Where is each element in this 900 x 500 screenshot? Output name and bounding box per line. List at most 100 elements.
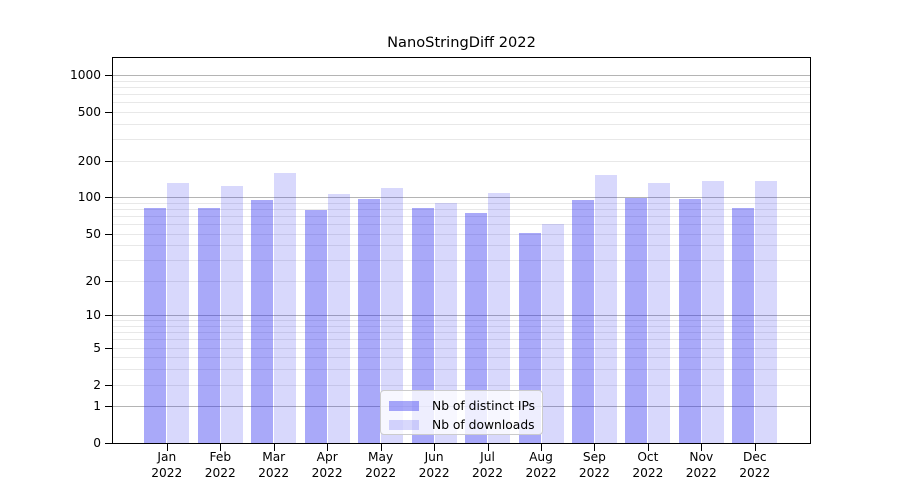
bar-downloads: [755, 181, 778, 443]
gridline: [113, 369, 810, 371]
gridline: [113, 260, 810, 262]
y-tick-label: 100: [77, 190, 101, 205]
bar-distinct-ips: [304, 210, 327, 443]
bar-downloads: [167, 183, 190, 443]
bar-distinct-ips: [197, 207, 220, 443]
x-tick-label: Sep 2022: [578, 450, 610, 480]
legend-label-distinct-ips: Nb of distinct IPs: [432, 398, 536, 413]
gridline: [113, 339, 810, 341]
x-tick-mark: [380, 444, 382, 451]
bar-distinct-ips: [625, 198, 648, 443]
y-tick-label: 50: [85, 226, 101, 241]
x-tick-label: May 2022: [365, 450, 397, 480]
gridline: [113, 215, 810, 217]
y-tick-label: 500: [77, 104, 101, 119]
bar-downloads: [701, 181, 724, 443]
gridline: [113, 208, 810, 210]
x-tick-mark: [327, 444, 329, 451]
x-tick-mark: [647, 444, 649, 451]
x-tick-label: Nov 2022: [685, 450, 717, 480]
x-tick-label: Apr 2022: [311, 450, 343, 480]
y-tick-label: 2: [93, 377, 101, 392]
x-tick-label: Feb 2022: [204, 450, 236, 480]
gridline: [113, 123, 810, 125]
bar-distinct-ips: [678, 198, 701, 443]
gridline: [113, 245, 810, 247]
y-tick-mark: [105, 74, 112, 76]
bar-distinct-ips: [358, 199, 381, 443]
y-tick-mark: [105, 233, 112, 235]
bar-distinct-ips: [251, 199, 274, 443]
y-tick-label: 1000: [69, 67, 101, 82]
gridline: [113, 224, 810, 225]
x-tick-mark: [273, 444, 275, 451]
x-tick-label: Jul 2022: [471, 450, 504, 480]
bar-downloads: [541, 224, 564, 443]
x-tick-label: Aug 2022: [525, 450, 557, 480]
legend: Nb of distinct IPs Nb of downloads: [380, 390, 543, 435]
x-tick-mark: [701, 444, 703, 451]
y-tick-label: 20: [85, 273, 101, 288]
x-tick-mark: [220, 444, 222, 451]
bar-downloads: [594, 174, 617, 443]
y-tick-label: 10: [85, 308, 101, 323]
gridline: [113, 80, 810, 82]
bar-distinct-ips: [144, 207, 167, 443]
bar-distinct-ips: [571, 199, 594, 443]
gridline: [113, 347, 810, 349]
bar-distinct-ips: [732, 207, 755, 443]
y-tick-label: 0: [93, 436, 101, 450]
y-tick-mark: [105, 443, 112, 444]
legend-row: Nb of distinct IPs: [389, 397, 536, 414]
bar-downloads: [274, 173, 297, 443]
bar-downloads: [434, 202, 457, 443]
gridline: [113, 86, 810, 88]
gridline: [113, 320, 810, 322]
legend-swatch-downloads: [389, 419, 419, 430]
legend-swatch-distinct-ips: [389, 400, 419, 411]
bar-downloads: [648, 183, 671, 443]
gridline: [113, 357, 810, 359]
y-tick-mark: [105, 197, 112, 199]
gridline: [113, 197, 810, 199]
gridline: [113, 202, 810, 204]
gridline: [113, 332, 810, 334]
gridline: [113, 280, 810, 282]
y-tick-mark: [105, 280, 112, 282]
x-tick-label: Dec 2022: [739, 450, 771, 480]
gridline: [113, 233, 810, 235]
x-tick-mark: [754, 444, 756, 451]
x-tick-mark: [487, 444, 489, 451]
bar-downloads: [220, 186, 243, 443]
x-tick-mark: [594, 444, 596, 451]
y-tick-label: 5: [93, 340, 101, 355]
gridline: [113, 74, 810, 76]
gridline: [113, 139, 810, 140]
plot-inner: [113, 58, 810, 443]
bar-downloads: [488, 192, 510, 443]
gridline: [113, 384, 810, 386]
gridline: [113, 325, 810, 327]
gridline: [113, 93, 810, 95]
y-tick-mark: [105, 347, 112, 349]
legend-label-downloads: Nb of downloads: [432, 417, 535, 432]
x-tick-mark: [541, 444, 542, 451]
y-tick-label: 200: [77, 153, 101, 168]
chart-title: NanoStringDiff 2022: [387, 34, 536, 51]
legend-row: Nb of downloads: [389, 416, 535, 433]
y-tick-mark: [105, 111, 112, 113]
y-tick-mark: [105, 406, 112, 408]
bar-distinct-ips: [465, 213, 487, 443]
y-tick-mark: [105, 384, 112, 386]
x-tick-label: Oct 2022: [632, 450, 664, 480]
bar-downloads: [381, 187, 404, 443]
gridline: [113, 111, 810, 113]
x-tick-mark: [434, 444, 436, 451]
gridline: [113, 315, 810, 317]
y-tick-mark: [105, 315, 112, 317]
x-tick-label: Jan 2022: [151, 450, 183, 480]
bar-downloads: [327, 194, 350, 443]
bar-distinct-ips: [411, 208, 434, 443]
gridline: [113, 102, 810, 104]
